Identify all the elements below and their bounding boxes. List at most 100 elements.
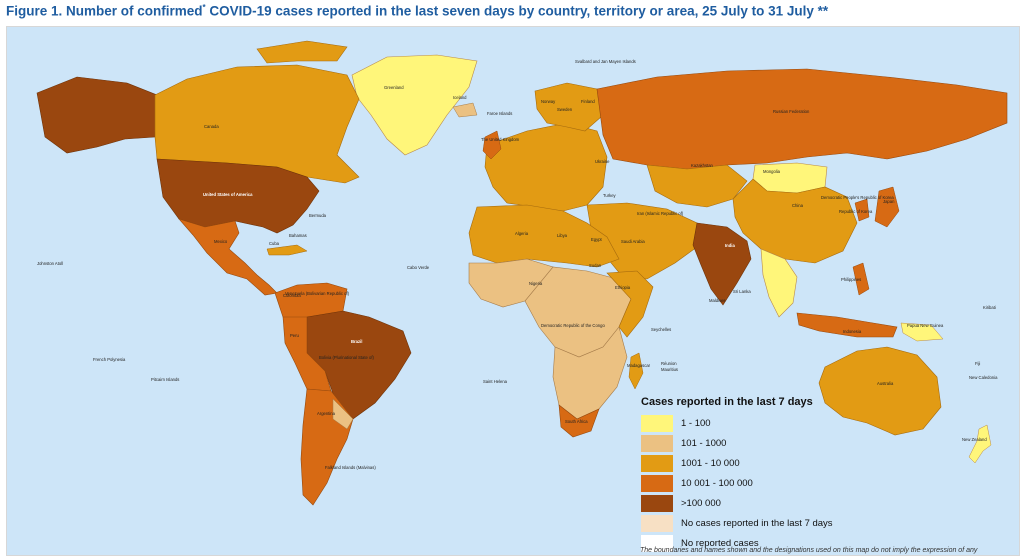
label-mauritius: Mauritius [661,367,678,372]
region-mexico [178,218,278,296]
label-algeria: Algeria [515,231,529,236]
legend-item-1001-10000: 1001 - 10 000 [641,454,881,473]
region-russia [596,68,1008,170]
label-japan: Japan [883,199,895,204]
region-png [900,322,944,342]
legend-item-10001-100000: 10 001 - 100 000 [641,474,881,493]
label-reunion: Réunion [661,361,677,366]
region-greenland [351,54,478,156]
label-turkey: Turkey [603,193,617,198]
label-finland: Finland [581,99,595,104]
label-ethiopia: Ethiopia [615,285,631,290]
label-iran: Iran (Islamic Republic of) [637,211,684,216]
legend-swatch [641,414,673,432]
legend-swatch [641,534,673,552]
label-philippines: Philippines [841,277,861,282]
label-australia: Australia [877,381,894,386]
label-bolivia: Bolivia (Plurinational State of) [319,355,375,360]
legend-swatch [641,434,673,452]
label-sweden: Sweden [557,107,573,112]
label-png: Papua New Guinea [907,323,944,328]
region-madagascar [628,352,644,390]
label-kazakhstan: Kazakhstan [691,163,714,168]
label-johnston: Johnston Atoll [37,261,63,266]
label-svalbard: Svalbard and Jan Mayen Islands [575,59,636,64]
region-japan [874,186,900,228]
label-argentina: Argentina [317,411,336,416]
region-uk [482,130,502,160]
label-ukraine: Ukraine [595,159,610,164]
figure-title: Figure 1. Number of confirmed* COVID-19 … [6,3,829,19]
legend-label: 101 - 1000 [681,437,727,449]
label-new-zealand: New Zealand [962,437,987,442]
label-uk: The United Kingdom [481,137,520,142]
label-bermuda: Bermuda [309,213,327,218]
label-south-africa: South Africa [565,419,588,424]
region-australia [818,346,942,436]
label-dprk: Democratic People's Republic of Korea [821,195,894,200]
region-korea [854,198,870,222]
region-southern-africa [552,326,628,420]
label-faroe: Faroe Islands [487,111,512,116]
label-saint-helena: Saint Helena [483,379,508,384]
region-east-africa [606,270,654,338]
label-cuba: Cuba [269,241,280,246]
region-china [732,178,858,264]
world-map: Greenland Canada United States of Americ… [6,26,1020,556]
label-mongolia: Mongolia [763,169,781,174]
legend-label: 10 001 - 100 000 [681,477,753,489]
label-maldives: Maldives [709,298,726,303]
label-nigeria: Nigeria [529,281,543,286]
region-central-asia [646,164,748,208]
label-seychelles: Seychelles [651,327,671,332]
label-libya: Libya [557,233,568,238]
label-iceland: Iceland [453,95,467,100]
label-madagascar: Madagascar [627,363,651,368]
label-falkland: Falkland Islands (Malvinas) [325,465,376,470]
label-peru: Peru [290,333,300,338]
region-philippines [852,262,870,296]
region-scandinavia [534,82,602,132]
legend-swatch [641,474,673,492]
region-new-zealand [968,424,992,464]
legend-swatch [641,494,673,512]
label-rok: Republic of Korea [839,209,873,214]
label-canada: Canada [204,124,219,129]
legend-label: >100 000 [681,497,721,509]
label-russia: Russian Federation [773,109,810,114]
legend-item-no-cases-7d: No cases reported in the last 7 days [641,514,881,533]
label-kiribati: Kiribati [983,305,996,310]
label-egypt: Egypt [591,237,603,242]
label-sudan: Sudan [589,263,602,268]
label-drc: Democratic Republic of the Congo [541,323,605,328]
region-alaska [36,76,158,154]
legend-item-1-100: 1 - 100 [641,414,881,433]
region-paraguay-uruguay [332,398,354,430]
label-sri-lanka: Sri Lanka [733,289,751,294]
label-pitcairn: Pitcairn Islands [151,377,179,382]
legend-label: No reported cases [681,537,759,549]
label-china: China [792,203,804,208]
region-india [692,222,752,306]
label-mexico: Mexico [214,239,228,244]
legend-swatch [641,514,673,532]
map-legend: Cases reported in the last 7 days 1 - 10… [641,396,881,554]
label-greenland: Greenland [384,85,404,90]
label-french-polynesia: French Polynesia [93,357,126,362]
region-southeast-asia [760,248,798,318]
legend-label: 1 - 100 [681,417,711,429]
legend-item-over-100000: >100 000 [641,494,881,513]
label-fiji: Fiji [975,361,980,366]
region-canada-islands [256,40,348,64]
label-norway: Norway [541,99,556,104]
region-north-africa [468,204,620,268]
label-saudi-arabia: Saudi Arabia [621,239,645,244]
label-colombia: Colombia [283,293,301,298]
legend-title: Cases reported in the last 7 days [641,396,813,408]
legend-label: 1001 - 10 000 [681,457,740,469]
label-india: India [725,243,735,248]
region-iceland [452,102,478,118]
label-new-caledonia: New Caledonia [969,375,998,380]
legend-item-no-reported: No reported cases [641,534,881,553]
label-bahamas: Bahamas [289,233,307,238]
